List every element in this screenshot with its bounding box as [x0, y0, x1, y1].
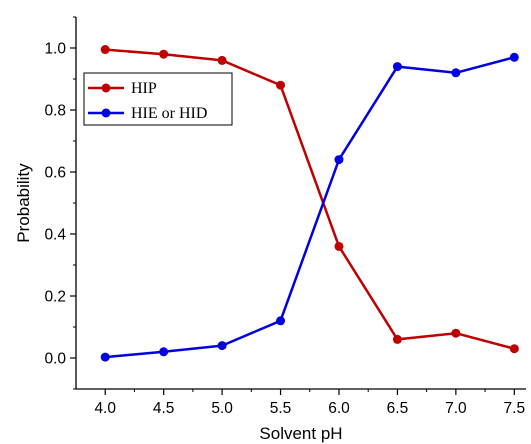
data-point-hip [509, 344, 519, 354]
x-tick-label: 6.5 [387, 400, 409, 417]
x-tick-label: 5.0 [211, 400, 233, 417]
data-point-hie-or-hid [217, 341, 227, 351]
series-line-hip [105, 48, 515, 350]
y-tick-label: 0.6 [44, 165, 66, 182]
x-tick-label: 4.5 [153, 400, 175, 417]
x-tick-label: 7.5 [504, 400, 526, 417]
data-point-hip [217, 55, 227, 65]
y-tick-label: 0.8 [44, 103, 66, 120]
data-point-hie-or-hid [100, 352, 110, 362]
x-axis-title: Solvent pH [259, 424, 342, 443]
x-tick-label: 7.0 [445, 400, 467, 417]
legend-marker-hie-or-hid [101, 108, 111, 118]
legend-label-hip: HIP [131, 80, 157, 97]
y-tick-label: 1.0 [44, 41, 66, 58]
data-point-hie-or-hid [276, 316, 286, 326]
y-tick-label: 0.0 [44, 351, 66, 368]
x-tick-label: 6.0 [328, 400, 350, 417]
data-point-hip [451, 328, 461, 338]
data-point-hip [159, 49, 169, 59]
data-point-hip [100, 45, 110, 55]
legend-label-hie-or-hid: HIE or HID [131, 105, 207, 122]
data-point-hie-or-hid [392, 62, 402, 72]
x-tick-label: 5.5 [270, 400, 292, 417]
data-point-hie-or-hid [509, 52, 519, 62]
data-point-hip [334, 241, 344, 251]
data-point-hip [392, 334, 402, 344]
data-point-hie-or-hid [159, 347, 169, 357]
data-point-hie-or-hid [451, 68, 461, 78]
ticks: 4.0 4.5 5.0 5.5 6.0 6.5 7.0 7.5 0.0 0.2 0.4 0.6 0.8 1… [44, 16, 526, 417]
series-group [100, 45, 519, 362]
x-tick-label: 4.0 [94, 400, 116, 417]
y-axis-title: Probability [14, 163, 33, 243]
y-tick-label: 0.2 [44, 289, 66, 306]
series-line-hie-or-hid [105, 56, 515, 359]
legend: HIP HIE or HID [83, 72, 233, 126]
data-point-hip [276, 80, 286, 90]
data-point-hie-or-hid [334, 155, 344, 165]
legend-marker-hip [101, 83, 111, 93]
y-tick-label: 0.4 [44, 227, 66, 244]
